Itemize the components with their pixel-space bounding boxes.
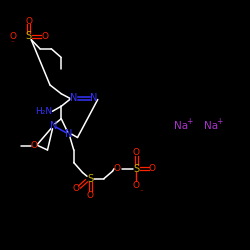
Text: +: + [216,117,223,126]
Text: +: + [186,117,193,126]
Text: S: S [133,164,139,174]
Text: O: O [26,17,32,26]
Text: O: O [133,180,140,190]
Text: O: O [73,184,80,193]
Text: O: O [42,32,48,41]
Text: O: O [30,141,37,150]
Text: ⁻: ⁻ [10,41,14,47]
Text: ⁻: ⁻ [140,190,143,196]
Text: O: O [149,164,156,173]
Text: H₂N: H₂N [35,107,52,116]
Text: S: S [26,31,32,41]
Text: N: N [90,93,98,103]
Text: O: O [9,32,16,41]
Text: N: N [50,121,58,131]
Text: O: O [86,190,94,200]
Text: N: N [65,129,72,139]
Text: S: S [87,174,93,184]
Text: O: O [133,148,140,157]
Text: Na: Na [204,121,218,131]
Text: N: N [70,93,78,103]
Text: O: O [114,164,121,173]
Text: Na: Na [174,121,188,131]
